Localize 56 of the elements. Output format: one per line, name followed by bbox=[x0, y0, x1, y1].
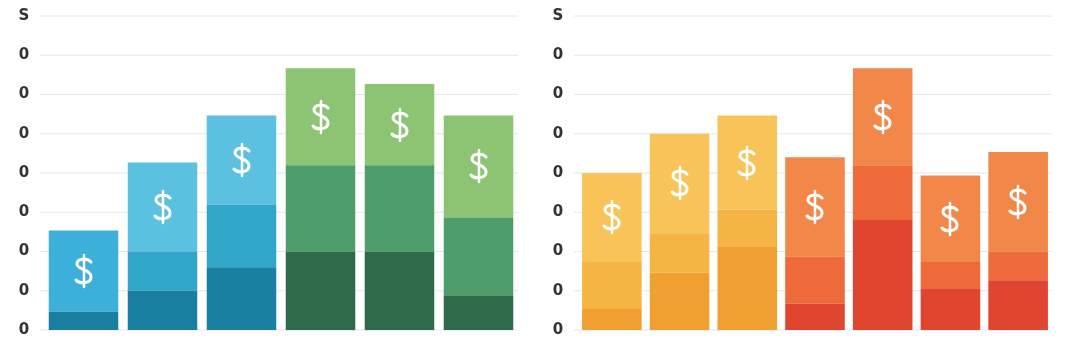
bar bbox=[785, 157, 845, 257]
bar bbox=[443, 115, 514, 218]
text: 0 bbox=[18, 202, 30, 221]
bar bbox=[364, 84, 435, 166]
text: 0 bbox=[552, 162, 564, 181]
bar bbox=[206, 204, 277, 268]
bar bbox=[582, 173, 642, 262]
bar bbox=[48, 311, 119, 330]
text: 0 bbox=[552, 280, 564, 299]
bar bbox=[988, 152, 1048, 252]
bar bbox=[649, 233, 710, 273]
bar bbox=[852, 68, 913, 166]
text: 0 bbox=[18, 84, 30, 103]
text: 0 bbox=[552, 241, 564, 260]
bar bbox=[285, 165, 356, 252]
bar bbox=[717, 115, 778, 210]
text: 0 bbox=[18, 319, 30, 338]
bar bbox=[127, 251, 198, 291]
bar bbox=[988, 251, 1048, 281]
bar bbox=[988, 280, 1048, 330]
text: 0 bbox=[18, 162, 30, 181]
text: S bbox=[18, 5, 30, 24]
text: 0 bbox=[18, 123, 30, 142]
bar bbox=[785, 256, 845, 304]
bar bbox=[364, 251, 435, 330]
bar bbox=[649, 272, 710, 330]
bar bbox=[920, 175, 981, 262]
bar bbox=[127, 290, 198, 330]
bar bbox=[920, 261, 981, 289]
text: 0 bbox=[18, 241, 30, 260]
bar bbox=[206, 267, 277, 330]
bar bbox=[364, 165, 435, 252]
text: 0 bbox=[552, 45, 564, 64]
text: 0 bbox=[18, 280, 30, 299]
bar bbox=[649, 133, 710, 234]
bar bbox=[443, 217, 514, 296]
text: 0 bbox=[552, 202, 564, 221]
text: S bbox=[552, 5, 564, 24]
text: 0 bbox=[18, 45, 30, 64]
bar bbox=[717, 209, 778, 247]
bar bbox=[582, 309, 642, 330]
bar bbox=[443, 295, 514, 330]
bar bbox=[127, 162, 198, 252]
text: 0 bbox=[552, 319, 564, 338]
bar bbox=[285, 251, 356, 330]
bar bbox=[785, 303, 845, 330]
bar bbox=[852, 165, 913, 221]
bar bbox=[852, 220, 913, 330]
bar bbox=[582, 261, 642, 310]
text: 0 bbox=[552, 84, 564, 103]
text: 0 bbox=[552, 123, 564, 142]
bar bbox=[717, 246, 778, 330]
bar bbox=[48, 230, 119, 312]
bar bbox=[285, 68, 356, 166]
bar bbox=[206, 115, 277, 205]
bar bbox=[920, 288, 981, 330]
